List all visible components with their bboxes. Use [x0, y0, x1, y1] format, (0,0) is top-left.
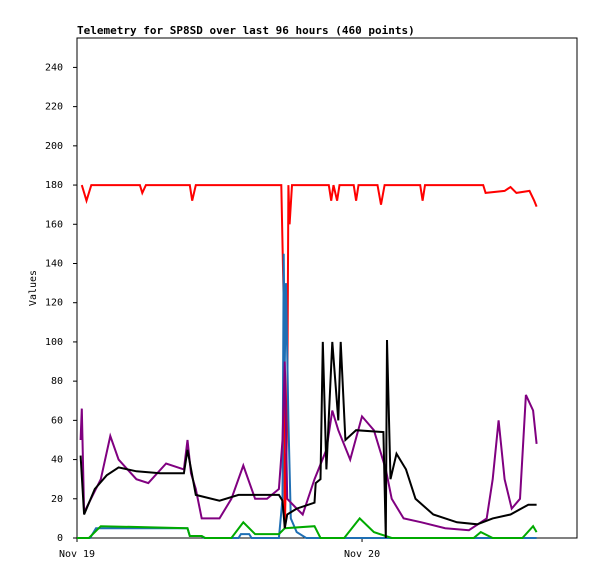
y-tick-label: 40 [51, 455, 63, 466]
y-tick-label: 240 [45, 62, 63, 73]
y-tick-label: 140 [45, 258, 63, 269]
series-line [77, 516, 538, 539]
y-tick-label: 0 [57, 533, 63, 544]
y-tick-label: 200 [45, 141, 63, 152]
x-tick-label: Nov 20 [344, 549, 380, 560]
y-tick-label: 100 [45, 337, 63, 348]
y-tick-label: 120 [45, 298, 63, 309]
y-tick-label: 160 [45, 219, 63, 230]
y-tick-label: 80 [51, 376, 63, 387]
series-line [79, 339, 537, 539]
x-tick-label: Nov 19 [59, 549, 95, 560]
y-tick-label: 20 [51, 494, 63, 505]
y-tick-label: 180 [45, 180, 63, 191]
y-axis-label: Values [28, 270, 39, 306]
series-line [80, 184, 538, 529]
chart-title: Telemetry for SP8SD over last 96 hours (… [77, 24, 415, 37]
y-tick-label: 60 [51, 415, 63, 426]
y-tick-label: 220 [45, 102, 63, 113]
